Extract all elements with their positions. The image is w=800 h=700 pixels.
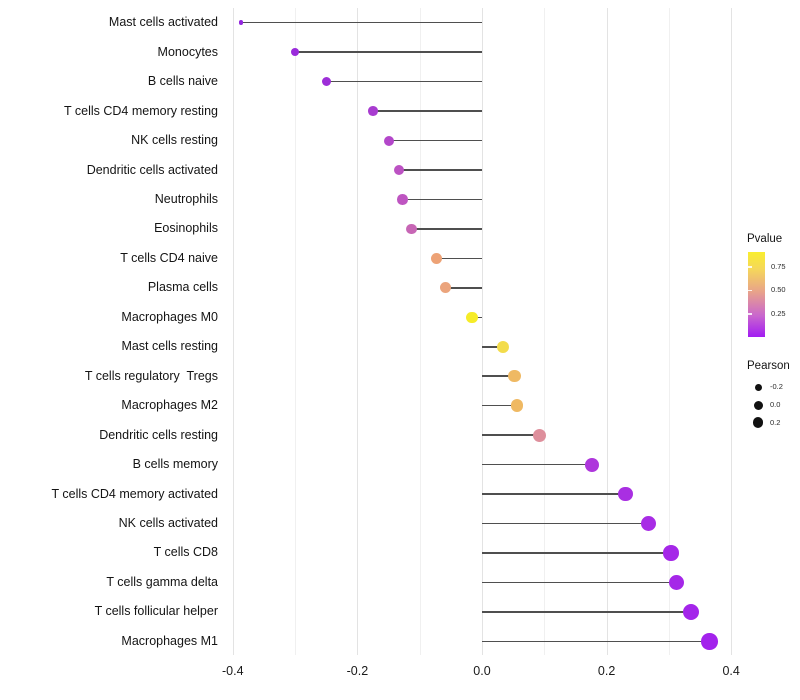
colorbar-tick-mark [748, 313, 752, 315]
gridline-major [482, 8, 483, 655]
lollipop-dot [641, 516, 657, 532]
lollipop-dot [291, 48, 300, 57]
gridline-major [606, 8, 608, 655]
y-axis-label: B cells naive [147, 74, 218, 89]
lollipop-stem [445, 287, 482, 289]
gridline-minor [668, 8, 670, 655]
y-axis-label: B cells memory [132, 457, 218, 472]
lollipop-dot [440, 282, 452, 294]
y-axis-label: Macrophages M1 [121, 633, 218, 648]
pearson-legend-label: 0.2 [770, 417, 781, 427]
lollipop-stem [482, 346, 503, 348]
lollipop-stem [295, 51, 482, 53]
lollipop-stem [326, 80, 482, 83]
colorbar-tick-mark [748, 289, 752, 291]
y-axis-label: T cells gamma delta [106, 574, 218, 589]
y-axis-label: T cells CD4 memory resting [64, 103, 218, 118]
lollipop-dot [663, 545, 679, 561]
lollipop-dot [508, 369, 521, 383]
y-axis-label: Plasma cells [147, 280, 218, 295]
lollipop-stem [402, 198, 482, 201]
y-axis-label: T cells CD8 [153, 545, 218, 560]
lollipop-dot [383, 135, 394, 146]
x-tick-label: 0.4 [722, 664, 740, 678]
lollipop-stem [388, 139, 482, 142]
gridline-major [731, 8, 733, 655]
y-axis-label: Mast cells resting [121, 339, 218, 354]
lollipop-stem [436, 257, 482, 260]
lollipop-dot [406, 223, 417, 235]
lollipop-dot [496, 340, 509, 353]
lollipop-stem [482, 404, 517, 407]
y-axis-label: Mast cells activated [108, 15, 218, 30]
lollipop-dot [618, 486, 633, 502]
lollipop-dot [510, 399, 524, 412]
colorbar-tick-label: 0.75 [771, 262, 786, 272]
lollipop-dot [466, 311, 478, 324]
y-axis-label: T cells regulatory Tregs [84, 368, 218, 383]
lollipop-dot [321, 77, 331, 87]
x-tick-label: -0.4 [222, 664, 244, 678]
pearson-legend-dot [754, 383, 762, 391]
lollipop-stem [482, 375, 515, 377]
y-axis-label: T cells follicular helper [94, 604, 218, 619]
lollipop-dot [668, 574, 685, 591]
lollipop-stem [482, 611, 691, 613]
lollipop-stem [372, 110, 482, 112]
y-axis-label: T cells CD4 memory activated [51, 486, 219, 501]
y-axis-label: NK cells resting [131, 133, 218, 148]
lollipop-dot [431, 252, 443, 264]
colorbar-tick-mark [748, 266, 752, 268]
y-axis-label: Neutrophils [154, 191, 218, 206]
x-tick-label: 0.0 [473, 664, 491, 678]
lollipop-stem [482, 581, 677, 584]
lollipop-dot [701, 633, 718, 650]
y-axis-label: Dendritic cells resting [99, 427, 218, 442]
lollipop-stem [482, 552, 671, 554]
y-axis-label: Macrophages M0 [121, 309, 218, 324]
lollipop-stem [411, 228, 482, 230]
y-axis-label: Monocytes [157, 44, 218, 59]
lollipop-dot [533, 428, 547, 442]
x-tick-label: 0.2 [597, 664, 616, 678]
lollipop-dot [394, 165, 405, 175]
x-tick-label: -0.2 [346, 664, 369, 678]
lollipop-stem [482, 493, 626, 495]
y-axis-label: Dendritic cells activated [86, 162, 218, 177]
gridline-major [232, 8, 234, 655]
pvalue-legend-title: Pvalue [747, 233, 783, 245]
gridline-major [357, 8, 359, 655]
pvalue-colorbar [748, 252, 765, 337]
gridline-minor [295, 8, 297, 655]
gridline-minor [544, 8, 546, 655]
lollipop-stem [482, 463, 593, 466]
y-axis-label: T cells CD4 naive [120, 250, 218, 265]
lollipop-dot [585, 457, 600, 472]
lollipop-stem [399, 169, 482, 171]
lollipop-stem [482, 522, 649, 525]
lollipop-stem [482, 434, 540, 436]
y-axis-label: Eosinophils [154, 221, 218, 236]
pearson-legend-dot [752, 417, 764, 428]
pearson-legend-label: -0.2 [770, 382, 783, 391]
lollipop-dot [238, 20, 244, 25]
pearson-legend-title: Pearson [747, 360, 790, 372]
colorbar-tick-label: 0.25 [771, 309, 786, 319]
lollipop-dot [397, 194, 408, 205]
lollipop-dot [368, 106, 378, 116]
lollipop-stem [482, 640, 710, 643]
lollipop-dot [682, 603, 699, 620]
lollipop-stem [240, 21, 482, 24]
pearson-legend-dot [753, 400, 763, 410]
gridline-minor [419, 8, 421, 655]
colorbar-tick-label: 0.50 [771, 285, 786, 295]
y-axis-label: Macrophages M2 [121, 398, 218, 413]
pearson-legend-label: 0.0 [770, 400, 781, 409]
y-axis-label: NK cells activated [118, 516, 218, 531]
